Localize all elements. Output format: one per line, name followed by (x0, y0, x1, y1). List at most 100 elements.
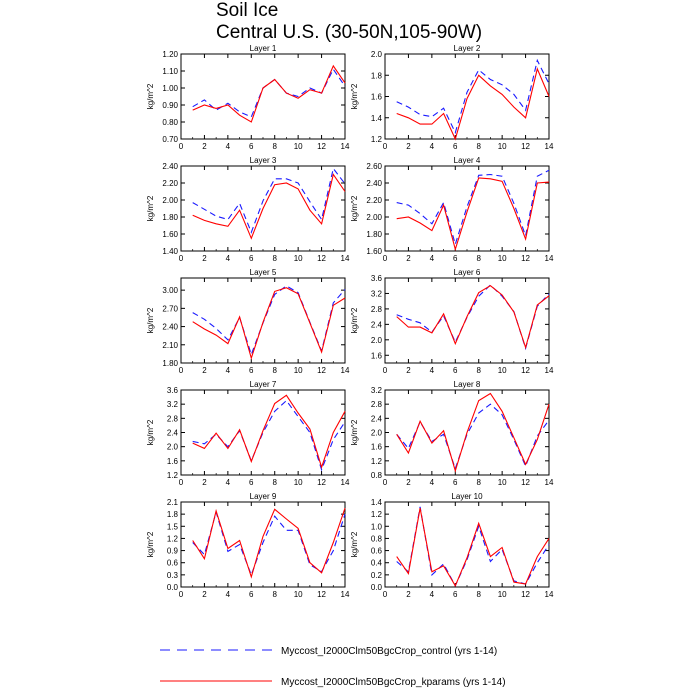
layer-4-kparams-line (396, 177, 550, 252)
layer-5-ytick-label: 2.40 (162, 323, 178, 332)
layer-8-ytick-label: 0.8 (371, 471, 383, 480)
layer-8-xtick-label: 12 (521, 478, 530, 487)
layer-5-xtick-label: 4 (226, 366, 231, 375)
layer-3-ytick-label: 1.80 (162, 213, 178, 222)
layer-9-xtick-label: 14 (341, 590, 350, 599)
layer-5-kparams-line (192, 287, 346, 360)
layer-10-frame (384, 501, 550, 588)
layer-9-ytick-label: 1.5 (167, 522, 179, 531)
layer-1-ytick-label: 0.80 (162, 118, 178, 127)
layer-2-ytick-label: 2.0 (371, 50, 383, 59)
layer-10-title: Layer 10 (451, 492, 483, 501)
layer-3-xtick-label: 14 (341, 254, 350, 263)
layer-1-ylabel: kg/m^2 (146, 83, 155, 109)
layer-7-ytick-label: 3.6 (167, 386, 179, 395)
layer-10-ytick-label: 1.4 (371, 498, 383, 507)
layer-6-ytick-label: 1.6 (371, 351, 383, 360)
layer-7-xtick-label: 2 (202, 478, 207, 487)
layer-3-ytick-label: 2.40 (162, 162, 178, 171)
layer-2-ytick-label: 1.4 (371, 114, 383, 123)
layer-8-ytick-label: 1.2 (371, 457, 383, 466)
layer-6-xtick-label: 6 (453, 366, 458, 375)
layer-8-ytick-label: 2.8 (371, 400, 383, 409)
layer-5-ytick-label: 3.00 (162, 286, 178, 295)
layer-1-ytick-label: 0.70 (162, 135, 178, 144)
layer-8-xtick-label: 14 (545, 478, 554, 487)
layer-10-xtick-label: 14 (545, 590, 554, 599)
layer-10-ytick-label: 0.6 (371, 547, 383, 556)
layer-8-ytick-label: 3.2 (371, 386, 383, 395)
layer-4-ytick-label: 2.60 (366, 162, 382, 171)
layer-8-title: Layer 8 (454, 380, 481, 389)
layer-10-xtick-label: 6 (453, 590, 458, 599)
layer-4-frame (384, 165, 550, 252)
layer-2-ytick-label: 1.6 (371, 93, 383, 102)
layer-7-ytick-label: 1.6 (167, 457, 179, 466)
layer-1-title: Layer 1 (250, 44, 277, 53)
layer-7-ylabel: kg/m^2 (146, 419, 155, 445)
layer-7-ytick-label: 3.2 (167, 400, 179, 409)
layer-5-xtick-label: 2 (202, 366, 207, 375)
layer-4-ytick-label: 2.20 (366, 196, 382, 205)
layer-4-xtick-label: 4 (430, 254, 435, 263)
layer-8-xtick-label: 2 (406, 478, 411, 487)
layer-2-control-line (396, 58, 550, 135)
layer-6-frame (384, 277, 550, 364)
layer-2-xtick-label: 0 (383, 142, 388, 151)
layer-8-control-line (396, 403, 550, 471)
layer-5-ytick-label: 1.80 (162, 359, 178, 368)
layer-8-xtick-label: 6 (453, 478, 458, 487)
layer-1-xtick-label: 6 (249, 142, 254, 151)
layer-9-kparams-line (192, 507, 346, 579)
layer-10-ytick-label: 0.8 (371, 534, 383, 543)
layer-9-ytick-label: 2.1 (167, 498, 179, 507)
layer-10-xtick-label: 12 (521, 590, 530, 599)
layer-6-xtick-label: 4 (430, 366, 435, 375)
layer-10-ytick-label: 0.2 (371, 571, 383, 580)
layer-2-xtick-label: 4 (430, 142, 435, 151)
layer-2-kparams-line (396, 67, 550, 141)
layer-2-ylabel: kg/m^2 (350, 83, 359, 109)
layer-9-title: Layer 9 (250, 492, 277, 501)
layer-7-kparams-line (192, 394, 346, 469)
layer-4-ytick-label: 1.60 (366, 247, 382, 256)
layer-5-xtick-label: 12 (317, 366, 326, 375)
layer-1-xtick-label: 12 (317, 142, 326, 151)
layer-7-xtick-label: 8 (272, 478, 277, 487)
layer-7-ytick-label: 2.0 (167, 443, 179, 452)
layer-1-xtick-label: 4 (226, 142, 231, 151)
layer-2-xtick-label: 8 (476, 142, 481, 151)
layer-1-xtick-label: 10 (294, 142, 303, 151)
layer-4-xtick-label: 12 (521, 254, 530, 263)
layer-9-xtick-label: 8 (272, 590, 277, 599)
layer-6-xtick-label: 0 (383, 366, 388, 375)
layer-3-xtick-label: 4 (226, 254, 231, 263)
title-line-2: Central U.S. (30-50N,105-90W) (216, 22, 483, 43)
layer-8-ytick-label: 2.4 (371, 414, 383, 423)
layer-10-xtick-label: 4 (430, 590, 435, 599)
layer-6-ytick-label: 2.8 (371, 305, 383, 314)
layer-3-xtick-label: 0 (179, 254, 184, 263)
layer-4-title: Layer 4 (454, 156, 481, 165)
layer-8-xtick-label: 4 (430, 478, 435, 487)
layer-3-ytick-label: 2.00 (162, 196, 178, 205)
layer-3-ytick-label: 1.60 (162, 230, 178, 239)
layer-6-title: Layer 6 (454, 268, 481, 277)
layer-7-xtick-label: 0 (179, 478, 184, 487)
layer-3-xtick-label: 8 (272, 254, 277, 263)
layer-9-xtick-label: 6 (249, 590, 254, 599)
layer-4-xtick-label: 0 (383, 254, 388, 263)
layer-5-xtick-label: 0 (179, 366, 184, 375)
layer-6-ylabel: kg/m^2 (350, 307, 359, 333)
layer-10-ytick-label: 0.0 (371, 583, 383, 592)
layer-8-xtick-label: 0 (383, 478, 388, 487)
layer-6-kparams-line (396, 285, 550, 350)
layer-9-xtick-label: 0 (179, 590, 184, 599)
layer-9-xtick-label: 4 (226, 590, 231, 599)
layer-1-xtick-label: 14 (341, 142, 350, 151)
layer-10-ytick-label: 1.0 (371, 522, 383, 531)
layer-2-title: Layer 2 (454, 44, 481, 53)
layer-10-kparams-line (396, 507, 550, 588)
layer-3-xtick-label: 6 (249, 254, 254, 263)
